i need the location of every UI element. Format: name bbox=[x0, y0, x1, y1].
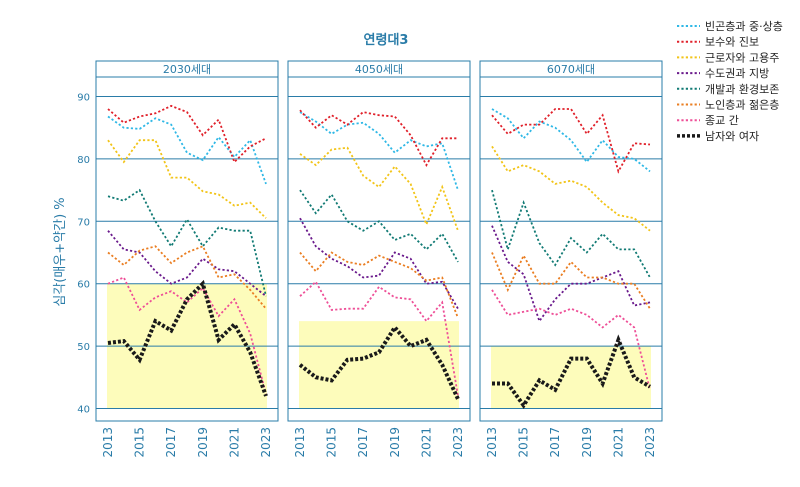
x-tick-label: 2015 bbox=[133, 427, 147, 458]
series-line bbox=[491, 145, 651, 232]
series-line bbox=[491, 189, 651, 278]
series-line bbox=[299, 280, 459, 397]
y-tick-label: 50 bbox=[77, 342, 90, 353]
series-line bbox=[491, 108, 651, 174]
panel-label: 4050세대 bbox=[355, 63, 403, 76]
x-tick-label: 2019 bbox=[388, 427, 402, 458]
x-tick-label: 2015 bbox=[325, 427, 339, 458]
x-tick-label: 2023 bbox=[451, 427, 465, 458]
x-tick-label: 2017 bbox=[356, 427, 370, 458]
series-line bbox=[107, 188, 267, 297]
series-line bbox=[107, 139, 267, 219]
series-line bbox=[107, 279, 268, 397]
panels-layer: 2030세대 2013 2015 2017 2019 2021 2023 40 50 60 70 80… bbox=[77, 60, 663, 458]
x-tick-label: 2021 bbox=[227, 427, 241, 458]
y-tick-label: 70 bbox=[77, 217, 90, 228]
legend-item-label: 종교 간 bbox=[705, 114, 739, 127]
panel-1: 2030세대 2013 2015 2017 2019 2021 2023 40 50 60 70 80… bbox=[77, 60, 279, 458]
x-tick-label: 2017 bbox=[164, 427, 178, 458]
legend-item-label: 수도권과 지방 bbox=[705, 67, 769, 80]
series-line bbox=[492, 334, 652, 409]
series-line bbox=[298, 324, 460, 400]
series-line bbox=[107, 276, 267, 395]
series-line bbox=[491, 289, 651, 391]
legend-item-label: 개발과 환경보존 bbox=[705, 83, 779, 96]
y-tick-label: 90 bbox=[77, 93, 90, 104]
panel-label: 2030세대 bbox=[163, 63, 211, 76]
series-line bbox=[299, 111, 459, 191]
panel-label: 6070세대 bbox=[547, 63, 595, 76]
panel-frame bbox=[95, 60, 279, 422]
legend-item-label: 근로자와 고용주 bbox=[705, 51, 779, 64]
y-tick-label: 60 bbox=[77, 280, 90, 291]
series-line bbox=[491, 108, 651, 173]
x-tick-label: 2013 bbox=[293, 427, 307, 458]
highlight-band bbox=[299, 321, 459, 409]
x-tick-label: 2013 bbox=[101, 427, 115, 458]
panel-3: 6070세대 2013 2015 2017 2019 2021 2023 bbox=[479, 60, 663, 458]
x-tick-label: 2015 bbox=[517, 427, 531, 458]
legend-item-label: 보수와 진보 bbox=[705, 36, 759, 49]
series-line bbox=[491, 252, 651, 310]
series-line bbox=[107, 230, 267, 297]
legend-item-label: 빈곤층과 중·상층 bbox=[705, 20, 783, 33]
x-tick-label: 2023 bbox=[643, 427, 657, 458]
x-tick-label: 2019 bbox=[580, 427, 594, 458]
series-line bbox=[491, 225, 651, 324]
series-line bbox=[107, 104, 267, 164]
series-line bbox=[107, 115, 267, 185]
x-tick-label: 2021 bbox=[611, 427, 625, 458]
chart-title: 연령대3 bbox=[364, 33, 409, 48]
x-tick-label: 2021 bbox=[419, 427, 433, 458]
series-line bbox=[299, 146, 459, 232]
panel-2: 4050세대 2013 2015 2017 2019 2021 2023 bbox=[287, 60, 471, 458]
panel-frame bbox=[287, 60, 471, 422]
legend-item-label: 남자와 여자 bbox=[705, 130, 759, 143]
x-tick-label: 2017 bbox=[548, 427, 562, 458]
series-line bbox=[299, 109, 458, 167]
x-tick-label: 2019 bbox=[196, 427, 210, 458]
y-tick-label: 80 bbox=[77, 155, 90, 166]
series-line bbox=[299, 217, 459, 310]
x-tick-label: 2013 bbox=[485, 427, 499, 458]
y-axis-label: 심각(매우+약간) % bbox=[53, 197, 68, 306]
legend-item-label: 노인층과 젊은층 bbox=[705, 99, 779, 112]
series-line bbox=[299, 189, 459, 263]
panel-frame bbox=[479, 60, 663, 422]
y-tick-label: 40 bbox=[77, 405, 90, 416]
series-line bbox=[299, 251, 459, 319]
x-tick-label: 2023 bbox=[259, 427, 273, 458]
